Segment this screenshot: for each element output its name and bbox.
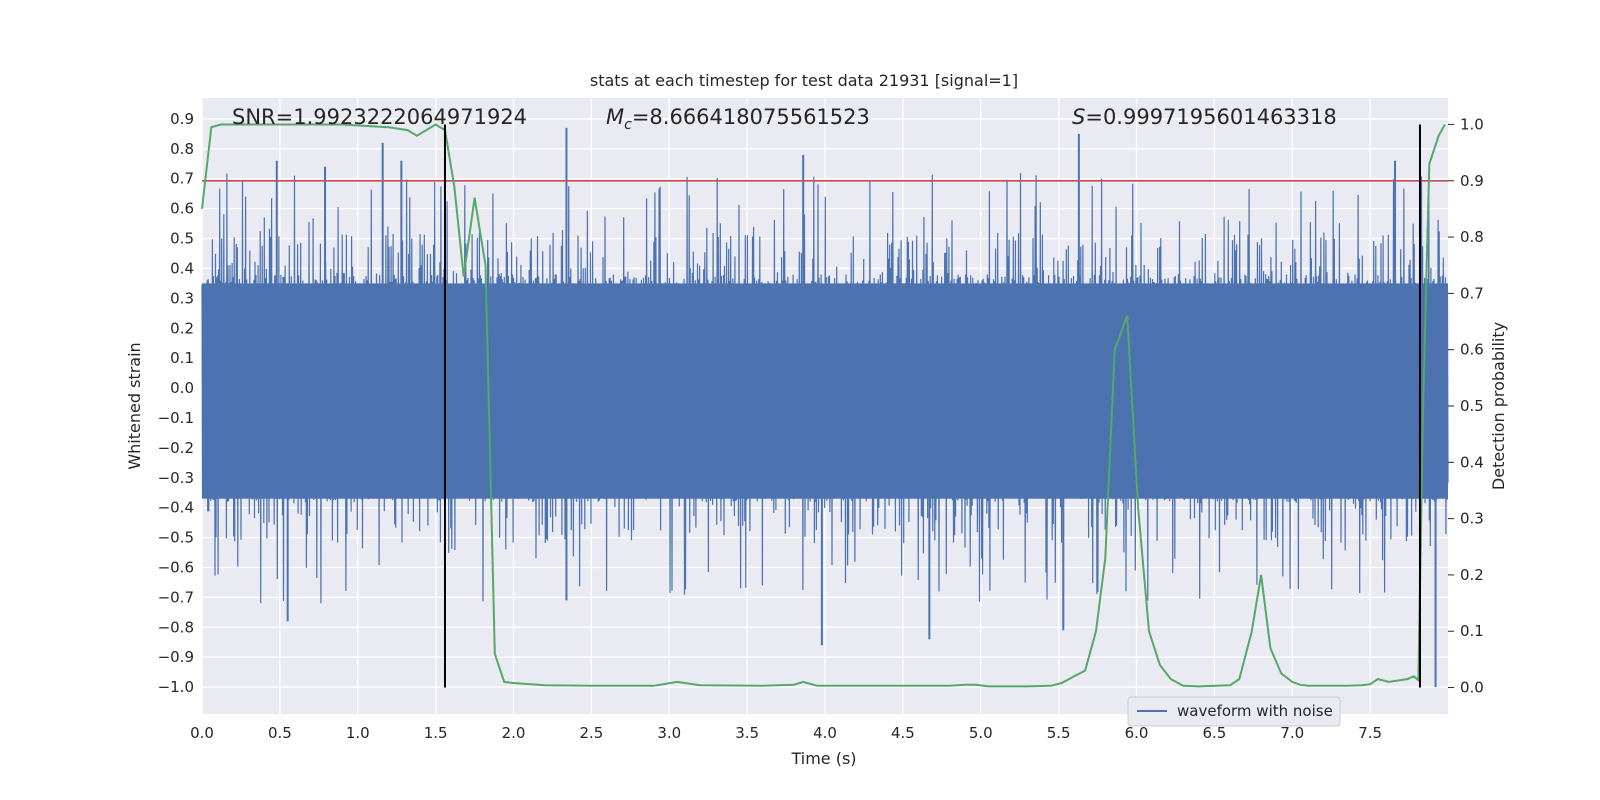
y-tick-label: 0.5: [170, 230, 194, 248]
y-tick-label: −0.1: [158, 409, 194, 427]
x-tick-label: 6.0: [1125, 724, 1149, 742]
y-tick-label: 0.7: [170, 170, 194, 188]
x-tick-label: 3.0: [657, 724, 681, 742]
x-tick-label: 0.5: [268, 724, 292, 742]
y-tick-label: −0.3: [158, 469, 194, 487]
s-value: =0.9997195601463318: [1085, 105, 1336, 129]
chirp-mass-symbol: M: [606, 105, 624, 129]
y2-tick-label: 0.2: [1460, 566, 1484, 584]
waveform-series: [201, 127, 1449, 688]
chirp-mass-annotation: Mc=8.666418075561523: [606, 105, 870, 133]
waveform-core-band: [202, 283, 1448, 499]
y-axis-right: 1.0 0.9 0.8 0.7 0.6 0.5 0.4 0.3 0.2 0.1 0.0: [1448, 115, 1484, 697]
y2-tick-label: 0.6: [1460, 341, 1484, 359]
x-tick-label: 7.0: [1280, 724, 1304, 742]
y2-tick-label: 0.8: [1460, 228, 1484, 246]
x-tick-label: 3.5: [735, 724, 759, 742]
x-tick-label: 4.5: [891, 724, 915, 742]
chirp-mass-value: =8.666418075561523: [632, 105, 870, 129]
legend-box: [1127, 696, 1341, 727]
snr-annotation: SNR=1.9923222064971924: [232, 105, 527, 129]
y-axis-label: Whitened strain: [125, 342, 144, 469]
y-tick-label: 0.8: [170, 140, 194, 158]
y-tick-label: 0.2: [170, 319, 194, 337]
y2-tick-label: 0.0: [1460, 679, 1484, 697]
x-tick-label: 4.0: [813, 724, 837, 742]
y2-tick-label: 0.9: [1460, 172, 1484, 190]
y-tick-label: −0.2: [158, 439, 194, 457]
x-tick-label: 7.5: [1358, 724, 1382, 742]
y2-tick-label: 1.0: [1460, 115, 1484, 133]
y-tick-label: −0.6: [158, 558, 194, 576]
y2-tick-label: 0.7: [1460, 284, 1484, 302]
y-tick-label: −0.9: [158, 648, 194, 666]
x-tick-label: 0.0: [190, 724, 214, 742]
y-tick-label: 0.0: [170, 379, 194, 397]
x-tick-label: 1.5: [424, 724, 448, 742]
y-tick-label: 0.3: [170, 289, 194, 307]
y-tick-label: 0.6: [170, 200, 194, 218]
y-tick-label: −0.5: [158, 529, 194, 547]
y2-axis-label: Detection probability: [1489, 322, 1508, 490]
vertical-markers: [443, 124, 1421, 688]
x-tick-label: 2.0: [502, 724, 526, 742]
s-annotation: S=0.9997195601463318: [1072, 105, 1337, 129]
y-axis-left: 0.9 0.8 0.7 0.6 0.5 0.4 0.3 0.2 0.1 0.0 −0.1 −0.2 −0…: [158, 110, 194, 696]
x-axis: 0.0 0.5 1.0 1.5 2.0 2.5 3.0 3.5 4.0 4.5 5.0 5.5 6.0 6…: [190, 724, 1382, 742]
x-tick-label: 1.0: [346, 724, 370, 742]
y-tick-label: −0.7: [158, 588, 194, 606]
y-tick-label: −0.4: [158, 499, 194, 517]
annotations: SNR=1.9923222064971924 Mc=8.666418075561…: [232, 105, 1337, 133]
x-tick-label: 5.0: [969, 724, 993, 742]
y2-tick-label: 0.1: [1460, 622, 1484, 640]
y2-tick-label: 0.3: [1460, 510, 1484, 528]
y2-tick-label: 0.4: [1460, 453, 1484, 471]
x-axis-label: Time (s): [790, 749, 856, 768]
y2-tick-label: 0.5: [1460, 397, 1484, 415]
detection-probability-line: [201, 123, 1446, 688]
y-tick-label: 0.4: [170, 259, 194, 277]
chirp-mass-subscript: c: [624, 117, 632, 133]
x-tick-label: 2.5: [579, 724, 603, 742]
y-tick-label: −0.8: [158, 618, 194, 636]
x-tick-label: 5.5: [1047, 724, 1071, 742]
legend: waveform with noise: [1127, 696, 1341, 727]
y-tick-label: 0.1: [170, 349, 194, 367]
detection-probability-series: [201, 123, 1446, 688]
y-tick-label: 0.9: [170, 110, 194, 128]
y-tick-label: −1.0: [158, 678, 194, 696]
legend-label: waveform with noise: [1177, 702, 1333, 720]
chart-title: stats at each timestep for test data 219…: [590, 71, 1018, 90]
x-tick-label: 6.5: [1202, 724, 1226, 742]
s-symbol: S: [1072, 105, 1085, 129]
